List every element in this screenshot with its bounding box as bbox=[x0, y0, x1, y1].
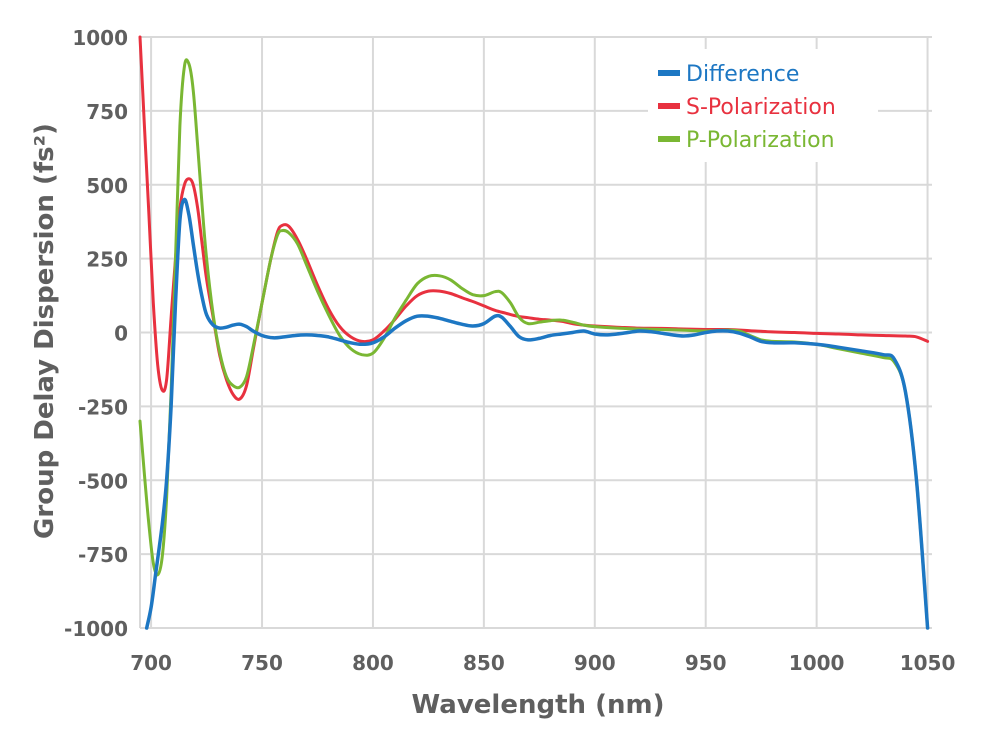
x-tick-label: 1000 bbox=[789, 651, 845, 675]
x-tick-label: 850 bbox=[463, 651, 505, 675]
y-tick-label: 500 bbox=[86, 174, 128, 198]
x-axis-title: Wavelength (nm) bbox=[412, 690, 665, 720]
legend-label-p-polarization: P-Polarization bbox=[686, 128, 835, 153]
y-tick-label: -500 bbox=[78, 469, 128, 493]
y-tick-label: -250 bbox=[78, 395, 128, 419]
x-tick-label: 950 bbox=[685, 651, 727, 675]
y-tick-label: 0 bbox=[114, 322, 128, 346]
legend-label-difference: Difference bbox=[686, 62, 799, 87]
legend: Difference S-Polarization P-Polarization bbox=[648, 49, 878, 162]
legend-label-s-polarization: S-Polarization bbox=[686, 95, 836, 120]
series-lines bbox=[138, 35, 930, 630]
y-tick-label: -750 bbox=[78, 543, 128, 567]
y-tick-labels: 1000 750 500 250 0 -250 -500 -750 -1000 bbox=[64, 26, 128, 641]
x-tick-label: 800 bbox=[352, 651, 394, 675]
x-tick-label: 700 bbox=[130, 651, 172, 675]
y-tick-label: 250 bbox=[86, 248, 128, 272]
y-tick-label: 750 bbox=[86, 100, 128, 124]
x-tick-label: 1050 bbox=[900, 651, 956, 675]
y-tick-label: 1000 bbox=[72, 26, 128, 50]
x-tick-label: 900 bbox=[574, 651, 616, 675]
series-line-difference bbox=[144, 197, 930, 630]
y-tick-label: -1000 bbox=[64, 617, 128, 641]
y-axis-title: Group Delay Dispersion (fs²) bbox=[30, 123, 60, 539]
legend-box bbox=[648, 49, 878, 162]
x-tick-labels: 700 750 800 850 900 950 1000 1050 bbox=[130, 651, 955, 675]
x-tick-label: 750 bbox=[241, 651, 283, 675]
series-line-p-polarization bbox=[138, 58, 930, 630]
